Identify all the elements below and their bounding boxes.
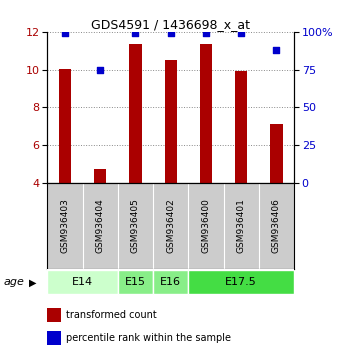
Bar bbox=[47, 270, 118, 294]
Text: GSM936401: GSM936401 bbox=[237, 199, 246, 253]
Text: age: age bbox=[3, 277, 24, 287]
Bar bbox=[235, 72, 247, 183]
Text: GSM936402: GSM936402 bbox=[166, 199, 175, 253]
Bar bbox=[270, 124, 283, 183]
Point bbox=[168, 30, 173, 36]
Text: GSM936406: GSM936406 bbox=[272, 199, 281, 253]
Text: E15: E15 bbox=[125, 277, 146, 287]
Point bbox=[274, 47, 279, 53]
Text: E14: E14 bbox=[72, 277, 93, 287]
Bar bbox=[165, 60, 177, 183]
Text: E17.5: E17.5 bbox=[225, 277, 257, 287]
Text: ▶: ▶ bbox=[29, 277, 36, 287]
Text: GSM936404: GSM936404 bbox=[96, 199, 105, 253]
Point bbox=[133, 30, 138, 36]
Bar bbox=[153, 270, 188, 294]
Text: GSM936400: GSM936400 bbox=[201, 199, 211, 253]
Bar bbox=[59, 69, 71, 183]
Bar bbox=[200, 44, 212, 183]
Bar bbox=[118, 270, 153, 294]
Point bbox=[62, 30, 68, 36]
Point bbox=[239, 30, 244, 36]
Text: E16: E16 bbox=[160, 277, 181, 287]
Text: transformed count: transformed count bbox=[66, 310, 156, 320]
Text: GSM936405: GSM936405 bbox=[131, 199, 140, 253]
Text: percentile rank within the sample: percentile rank within the sample bbox=[66, 333, 231, 343]
Point bbox=[97, 67, 103, 73]
Title: GDS4591 / 1436698_x_at: GDS4591 / 1436698_x_at bbox=[91, 18, 250, 31]
Text: GSM936403: GSM936403 bbox=[61, 199, 69, 253]
Bar bbox=[129, 44, 142, 183]
Point bbox=[203, 30, 209, 36]
Bar bbox=[94, 169, 106, 183]
Bar bbox=[188, 270, 294, 294]
